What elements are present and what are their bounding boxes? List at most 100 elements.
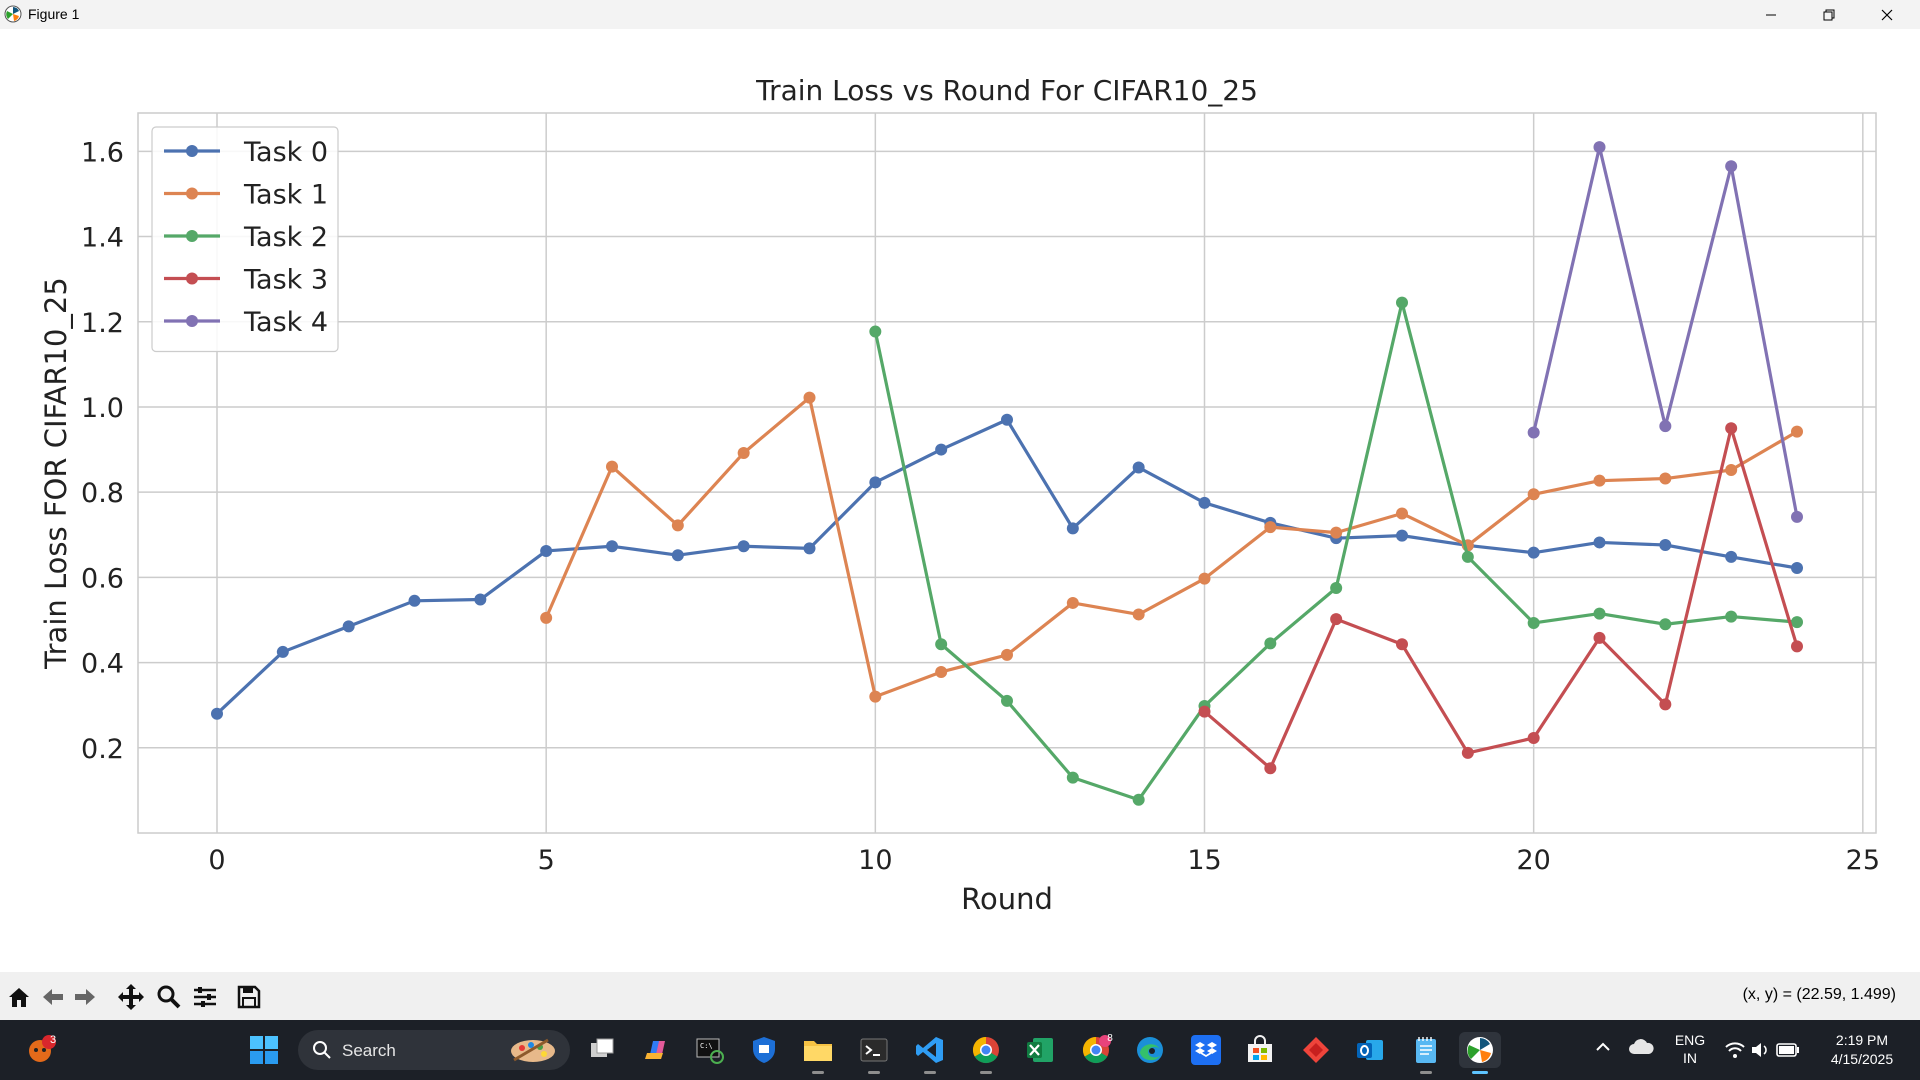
- chevron-up-icon: [1596, 1042, 1610, 1051]
- chrome-badge: 8: [1107, 1033, 1113, 1044]
- data-point-task-2: [1066, 771, 1079, 784]
- file-explorer-button[interactable]: [800, 1032, 836, 1074]
- figure-canvas[interactable]: 0 5 10 15 20 25 0.2 0.4 0.6 0.8 1.0 1.2 1.4 1.6 Train …: [0, 29, 1920, 972]
- store-button[interactable]: [1242, 1032, 1278, 1068]
- maximize-button[interactable]: [1800, 0, 1858, 29]
- data-point-task-1: [1725, 464, 1738, 477]
- windows-start-icon: [250, 1036, 278, 1064]
- excel-button[interactable]: [1022, 1032, 1058, 1068]
- tray-overflow-button[interactable]: [1594, 1038, 1612, 1060]
- zoom-button[interactable]: [154, 982, 184, 1012]
- task-view-button[interactable]: [584, 1032, 620, 1068]
- minimize-button[interactable]: [1742, 0, 1800, 29]
- pan-button[interactable]: [116, 982, 146, 1012]
- command-prompt-icon: C:\: [696, 1038, 724, 1064]
- data-point-task-1: [1001, 648, 1013, 661]
- x-tick-label: 5: [538, 845, 555, 876]
- onedrive-button[interactable]: [1628, 1038, 1654, 1060]
- data-point-task-3: [1330, 613, 1343, 626]
- terminal-admin-button[interactable]: C:\: [692, 1032, 728, 1068]
- vscode-button[interactable]: [912, 1032, 948, 1074]
- anydesk-icon: [1303, 1037, 1329, 1063]
- data-point-task-0: [1198, 496, 1211, 509]
- x-tick-label: 10: [858, 845, 892, 876]
- window-title: Figure 1: [28, 6, 80, 22]
- data-point-task-3: [1659, 698, 1672, 711]
- configure-button[interactable]: [190, 982, 220, 1012]
- clock-time[interactable]: 2:19 PM: [1835, 1032, 1889, 1048]
- chrome-button[interactable]: [968, 1032, 1004, 1074]
- data-point-task-0: [408, 594, 421, 607]
- y-tick-label: 0.6: [81, 563, 124, 594]
- navigation-toolbar: (x, y) = (22.59, 1.499): [0, 972, 1920, 1020]
- notification-badge: 3: [49, 1034, 57, 1046]
- data-point-task-2: [1527, 616, 1540, 629]
- chrome-profile-button[interactable]: 8: [1078, 1032, 1114, 1068]
- data-point-task-1: [1593, 474, 1606, 487]
- data-point-task-0: [1593, 536, 1606, 549]
- cloud-icon: [1629, 1039, 1654, 1054]
- svg-text:C:\: C:\: [700, 1042, 713, 1050]
- data-point-task-2: [1264, 637, 1277, 650]
- wifi-icon[interactable]: [1724, 1041, 1746, 1059]
- data-point-task-1: [869, 690, 882, 703]
- notepad-icon: [1416, 1037, 1436, 1063]
- legend-label: Task 0: [243, 137, 328, 168]
- copilot-button[interactable]: [638, 1032, 674, 1068]
- data-point-task-0: [803, 542, 816, 555]
- y-tick-label: 0.8: [81, 478, 124, 509]
- x-tick-label: 0: [208, 845, 225, 876]
- x-axis-label: Round: [961, 882, 1053, 916]
- legend-box: [151, 126, 339, 353]
- close-button[interactable]: [1858, 0, 1916, 29]
- edge-button[interactable]: [1132, 1032, 1168, 1068]
- dropbox-button[interactable]: [1188, 1032, 1224, 1068]
- back-button[interactable]: [38, 982, 68, 1012]
- configure-icon: [194, 987, 216, 1007]
- defender-button[interactable]: [746, 1032, 782, 1068]
- data-point-task-4: [1791, 510, 1803, 523]
- store-icon: [1248, 1035, 1272, 1062]
- data-point-task-1: [671, 519, 684, 532]
- matplotlib-taskbar-button[interactable]: [1459, 1032, 1501, 1074]
- anydesk-button[interactable]: [1298, 1032, 1334, 1068]
- close-icon: [1881, 9, 1893, 20]
- home-button[interactable]: [4, 982, 34, 1012]
- data-point-task-1: [935, 665, 948, 678]
- data-point-task-0: [1396, 529, 1408, 542]
- forward-button[interactable]: [70, 982, 100, 1012]
- notepad-button[interactable]: [1408, 1032, 1444, 1074]
- legend-label: Task 4: [243, 307, 328, 338]
- data-point-task-0: [935, 443, 948, 456]
- legend-marker: [186, 230, 198, 242]
- data-point-task-3: [1264, 762, 1277, 775]
- save-button[interactable]: [234, 982, 264, 1012]
- shield-icon: [753, 1037, 775, 1063]
- clock-date: 4/15/2025: [1830, 1051, 1894, 1067]
- pan-icon: [118, 984, 144, 1010]
- y-tick-label: 1.2: [81, 308, 124, 339]
- battery-icon[interactable]: [1776, 1042, 1800, 1058]
- language-indicator[interactable]: ENG: [1674, 1032, 1706, 1048]
- terminal-button[interactable]: [856, 1032, 892, 1074]
- data-point-task-2: [1791, 616, 1803, 629]
- data-point-task-0: [342, 620, 355, 633]
- data-point-task-4: [1659, 420, 1672, 433]
- zoom-icon: [157, 985, 181, 1009]
- outlook-button[interactable]: [1352, 1032, 1388, 1068]
- data-point-task-1: [1396, 507, 1408, 520]
- series-line-task-3: [1203, 426, 1799, 770]
- task-view-icon: [591, 1038, 614, 1057]
- series-line-task-0: [215, 418, 1798, 715]
- volume-icon[interactable]: [1750, 1041, 1770, 1059]
- minimize-icon: [1766, 14, 1776, 15]
- data-point-task-3: [1593, 631, 1606, 644]
- start-button[interactable]: [246, 1032, 282, 1068]
- taskbar-search[interactable]: Search: [298, 1030, 570, 1070]
- legend-label: Task 3: [243, 265, 328, 296]
- data-point-task-2: [1593, 607, 1606, 620]
- data-point-task-0: [276, 645, 289, 658]
- legend-marker: [186, 187, 198, 200]
- x-tick-label: 25: [1846, 845, 1880, 876]
- taskbar-widget[interactable]: 3: [24, 1032, 60, 1068]
